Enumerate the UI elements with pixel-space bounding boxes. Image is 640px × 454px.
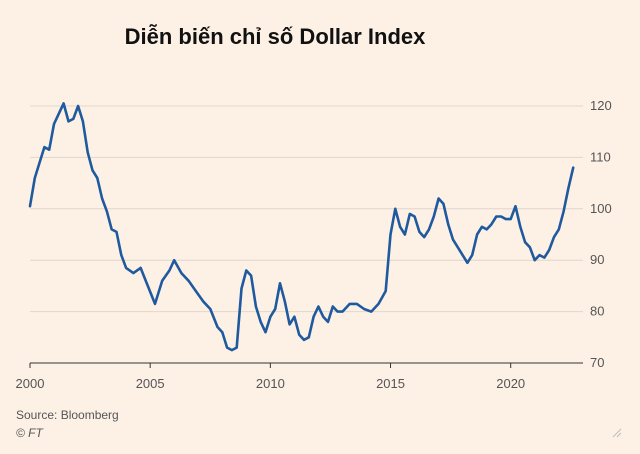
y-tick-label: 100 xyxy=(590,201,612,216)
y-tick-label: 70 xyxy=(590,355,604,370)
x-axis: 2000 2005 2010 2015 2020 xyxy=(16,363,525,391)
y-tick-label: 90 xyxy=(590,252,604,267)
copyright-note: © FT xyxy=(16,426,43,440)
x-tick-label: 2020 xyxy=(496,376,525,391)
series-line xyxy=(28,102,575,352)
source-note: Source: Bloomberg xyxy=(16,408,119,422)
y-tick-label: 80 xyxy=(590,304,604,319)
y-tick-label: 120 xyxy=(590,98,612,113)
x-tick-label: 2010 xyxy=(256,376,285,391)
y-axis: 70 80 90 100 110 120 xyxy=(590,98,612,370)
chart-title: Diễn biến chỉ số Dollar Index xyxy=(124,24,426,49)
grid-lines xyxy=(30,105,583,364)
resize-corner-icon xyxy=(612,428,622,438)
x-tick-label: 2000 xyxy=(16,376,45,391)
x-tick-label: 2015 xyxy=(376,376,405,391)
y-tick-label: 110 xyxy=(590,149,611,164)
x-tick-label: 2005 xyxy=(136,376,165,391)
